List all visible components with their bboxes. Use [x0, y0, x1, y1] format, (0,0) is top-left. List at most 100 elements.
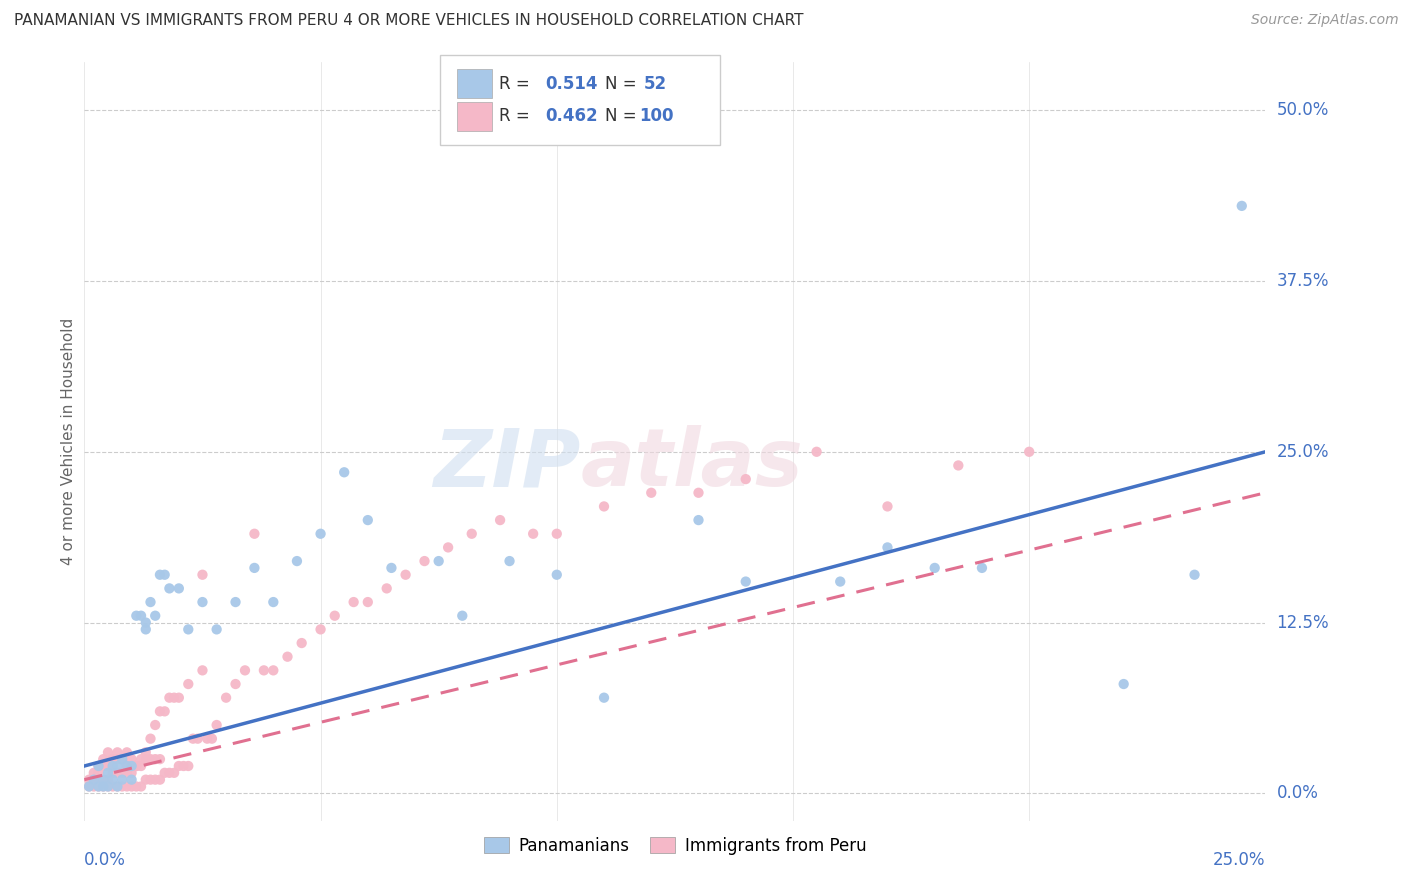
Point [243, 561, 266, 575]
Point [489, 513, 512, 527]
Point [187, 731, 209, 746]
Point [924, 561, 946, 575]
Point [1184, 567, 1206, 582]
Point [125, 780, 148, 794]
Point [115, 759, 138, 773]
Point [107, 780, 129, 794]
Point [285, 554, 308, 568]
Point [498, 554, 520, 568]
Point [87, 780, 110, 794]
Text: ZIP: ZIP [433, 425, 581, 503]
Point [688, 485, 710, 500]
Point [121, 772, 143, 787]
Point [1230, 199, 1253, 213]
Text: 100: 100 [640, 107, 673, 125]
Point [640, 485, 662, 500]
FancyBboxPatch shape [457, 70, 492, 98]
Text: Source: ZipAtlas.com: Source: ZipAtlas.com [1251, 13, 1399, 28]
Point [243, 526, 266, 541]
Point [111, 772, 134, 787]
Point [343, 595, 366, 609]
Point [177, 623, 200, 637]
Point [77, 780, 100, 794]
Point [734, 472, 756, 486]
Point [262, 595, 284, 609]
Point [191, 567, 214, 582]
Point [111, 752, 134, 766]
Point [225, 677, 247, 691]
Point [101, 759, 124, 773]
Point [101, 752, 124, 766]
Point [205, 718, 228, 732]
Point [688, 513, 710, 527]
Point [333, 465, 356, 479]
Point [87, 780, 110, 794]
Point [323, 608, 346, 623]
Point [111, 765, 134, 780]
Point [970, 561, 993, 575]
Text: 0.0%: 0.0% [1277, 784, 1319, 802]
Point [181, 731, 204, 746]
Point [139, 595, 162, 609]
Point [135, 623, 157, 637]
Point [101, 772, 124, 787]
Point [91, 780, 114, 794]
Point [149, 704, 172, 718]
Point [201, 731, 224, 746]
Point [97, 759, 120, 773]
Text: 0.514: 0.514 [546, 75, 598, 93]
Point [830, 574, 852, 589]
Point [191, 664, 214, 678]
Point [91, 772, 114, 787]
Point [157, 765, 180, 780]
Point [191, 595, 214, 609]
Point [87, 772, 110, 787]
Point [121, 765, 143, 780]
Point [121, 780, 143, 794]
Point [876, 500, 898, 514]
Point [948, 458, 970, 473]
Point [121, 752, 143, 766]
Point [233, 664, 256, 678]
Point [276, 649, 298, 664]
Text: 0.0%: 0.0% [84, 851, 127, 869]
Text: R =: R = [499, 75, 536, 93]
Text: 25.0%: 25.0% [1213, 851, 1265, 869]
Point [83, 765, 105, 780]
Text: 25.0%: 25.0% [1277, 442, 1329, 461]
Point [135, 772, 157, 787]
Text: R =: R = [499, 107, 536, 125]
Point [167, 690, 190, 705]
Point [163, 690, 186, 705]
Point [107, 752, 129, 766]
Point [125, 759, 148, 773]
Point [394, 567, 416, 582]
Point [91, 752, 114, 766]
Point [77, 772, 100, 787]
Point [97, 780, 120, 794]
Point [593, 500, 616, 514]
Point [157, 582, 180, 596]
Point [163, 765, 186, 780]
Text: 37.5%: 37.5% [1277, 272, 1329, 290]
Point [451, 608, 474, 623]
Point [101, 780, 124, 794]
Point [157, 690, 180, 705]
Point [593, 690, 616, 705]
Point [205, 623, 228, 637]
Point [357, 595, 380, 609]
Point [135, 615, 157, 630]
Point [876, 541, 898, 555]
Y-axis label: 4 or more Vehicles in Household: 4 or more Vehicles in Household [60, 318, 76, 566]
Point [195, 731, 218, 746]
Point [91, 780, 114, 794]
Point [111, 752, 134, 766]
Point [143, 718, 166, 732]
FancyBboxPatch shape [440, 55, 720, 145]
Point [135, 745, 157, 759]
Point [107, 780, 129, 794]
Point [97, 772, 120, 787]
Point [177, 759, 200, 773]
Text: 52: 52 [644, 75, 666, 93]
Point [101, 752, 124, 766]
